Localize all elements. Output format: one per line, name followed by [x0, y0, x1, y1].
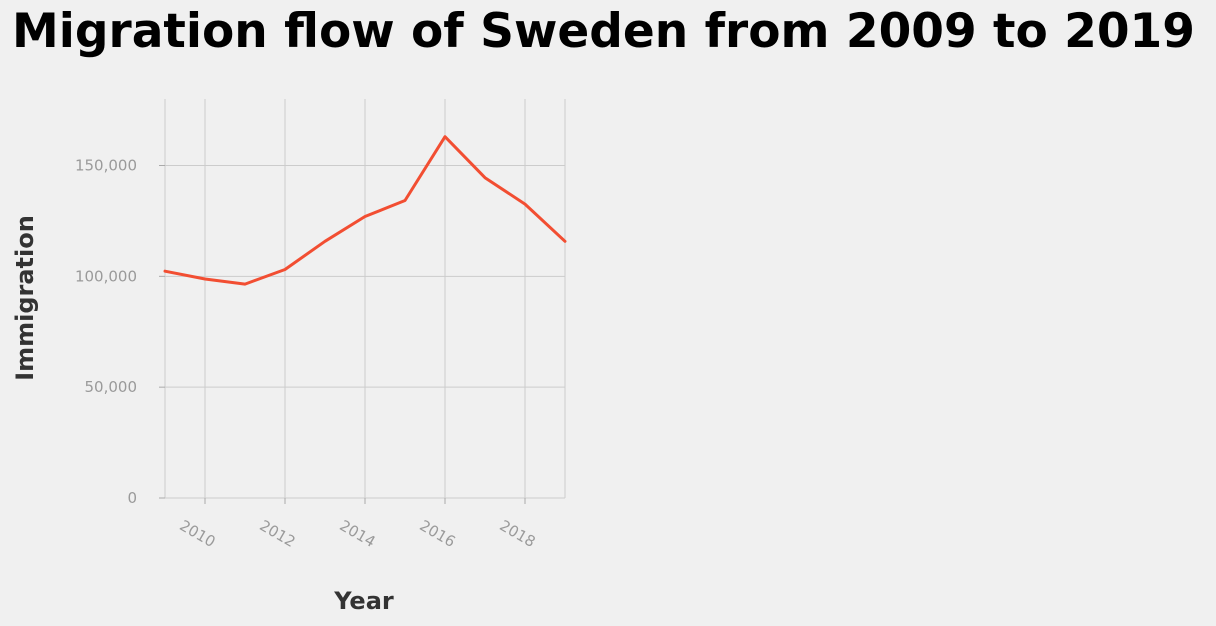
plot-lines	[163, 135, 567, 286]
x-tick-label: 2016	[416, 516, 458, 551]
y-tick-label: 150,000	[75, 157, 137, 175]
gridlines	[164, 99, 566, 499]
x-tick-label: 2010	[176, 516, 218, 551]
y-tick-label: 0	[127, 489, 137, 507]
y-axis-label: Immigration	[11, 215, 39, 381]
chart-title: Migration flow of Sweden from 2009 to 20…	[12, 4, 1195, 59]
x-tick-label: 2014	[336, 516, 378, 551]
y-tick-label: 100,000	[75, 267, 137, 285]
y-tick-label: 50,000	[85, 378, 138, 396]
x-tick-label: 2018	[496, 516, 538, 551]
x-axis-label: Year	[333, 587, 394, 615]
x-axis: 2010 2012 2014 2016 2018	[176, 498, 539, 551]
y-axis: 0 50,000 100,000 150,000	[75, 157, 165, 507]
x-tick-label: 2012	[256, 516, 298, 551]
immigration-series-line	[163, 135, 567, 286]
